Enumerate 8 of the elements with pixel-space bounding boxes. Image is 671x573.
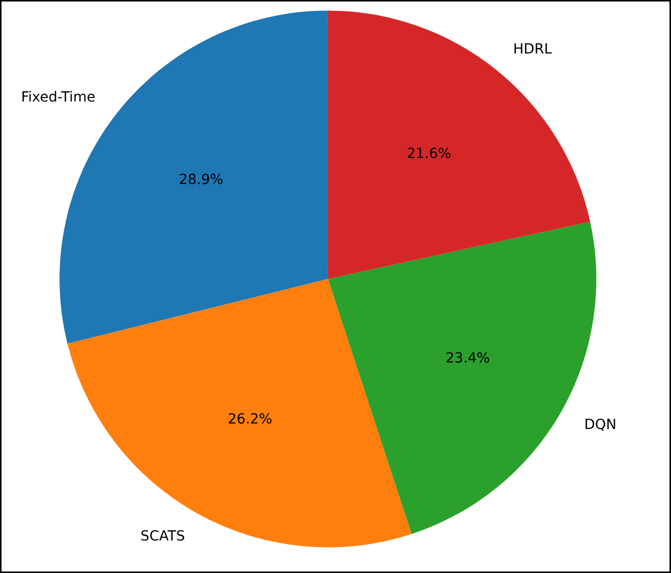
slice-label: DQN xyxy=(584,417,617,434)
data-label: 21.6% xyxy=(406,146,452,162)
data-label: 28.9% xyxy=(178,172,224,188)
data-label: 26.2% xyxy=(228,412,272,428)
slice-label: SCATS xyxy=(140,528,186,545)
slice-label: HDRL xyxy=(513,42,552,58)
slice-label: Fixed-Time xyxy=(21,90,96,106)
data-label: 23.4% xyxy=(446,350,490,367)
